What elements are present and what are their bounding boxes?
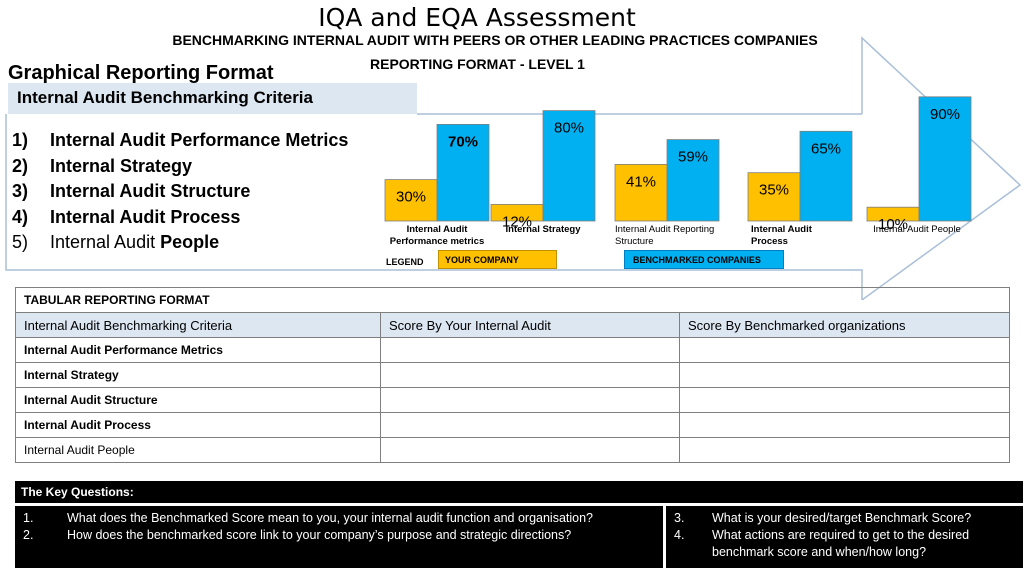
- row-criteria: Internal Audit Process: [15, 412, 381, 438]
- header-your-score: Score By Your Internal Audit: [380, 312, 680, 338]
- table-row: Internal Audit Process: [15, 412, 1010, 438]
- bar-benchmarked-0: [436, 124, 490, 222]
- table-row: Internal Audit People: [15, 437, 1010, 463]
- criteria-item: 4) Internal Audit Process: [12, 206, 241, 227]
- row-criteria: Internal Audit People: [15, 437, 381, 463]
- criteria-item: 3) Internal Audit Structure: [12, 181, 251, 201]
- table-caption: TABULAR REPORTING FORMAT: [15, 287, 1010, 313]
- table-row: Internal Audit Structure: [15, 387, 1010, 413]
- data-label: 41%: [626, 173, 656, 190]
- data-label: 59%: [678, 149, 708, 166]
- tabular-reporting-table: TABULAR REPORTING FORMAT Internal Audit …: [15, 287, 1010, 463]
- key-questions-right: 3. What is your desired/target Benchmark …: [666, 506, 1023, 568]
- data-label: 70%: [448, 133, 478, 150]
- category-label: Internal Audit People: [873, 224, 961, 235]
- table-caption-row: TABULAR REPORTING FORMAT: [15, 287, 1010, 313]
- table-row: Internal Strategy: [15, 362, 1010, 388]
- table-row: Internal Audit Performance Metrics: [15, 337, 1010, 363]
- data-label: 35%: [759, 182, 789, 199]
- row-your-score[interactable]: [380, 337, 680, 363]
- category-label: Internal Strategy: [506, 224, 582, 235]
- bar-your-company-0: [384, 179, 438, 222]
- criteria-item: 5) Internal Audit People: [12, 232, 220, 252]
- category-label: Internal Audit: [751, 224, 813, 235]
- table-header-row: Internal Audit Benchmarking Criteria Sco…: [15, 312, 1010, 338]
- category-label: Process: [751, 236, 788, 247]
- data-label: 65%: [811, 140, 841, 157]
- key-questions-left: 1. What does the Benchmarked Score mean t…: [15, 506, 663, 568]
- row-criteria: Internal Strategy: [15, 362, 381, 388]
- row-bench-score[interactable]: [679, 437, 1010, 463]
- legend-title: LEGEND: [386, 257, 424, 267]
- category-label: Internal Audit Reporting: [615, 224, 714, 235]
- data-label: 10%: [878, 216, 908, 233]
- data-label: 12%: [502, 213, 532, 230]
- row-your-score[interactable]: [380, 412, 680, 438]
- reporting-level: REPORTING FORMAT - LEVEL 1: [370, 56, 585, 72]
- criteria-heading-box: Internal Audit Benchmarking Criteria: [8, 83, 417, 114]
- header-criteria: Internal Audit Benchmarking Criteria: [15, 312, 381, 338]
- bar-benchmarked-3: [799, 130, 853, 222]
- header-benchmark-score: Score By Benchmarked organizations: [679, 312, 1010, 338]
- bar-your-company-2: [614, 164, 668, 222]
- bar-your-company-3: [747, 172, 801, 222]
- row-bench-score[interactable]: [679, 337, 1010, 363]
- legend-your-company: YOUR COMPANY: [438, 250, 557, 269]
- row-bench-score[interactable]: [679, 387, 1010, 413]
- data-label: 30%: [396, 189, 426, 206]
- legend-benchmarked-companies: BENCHMARKED COMPANIES: [624, 250, 784, 269]
- bar-benchmarked-4: [918, 96, 972, 222]
- row-criteria: Internal Audit Performance Metrics: [15, 337, 381, 363]
- category-label: Structure: [615, 236, 654, 247]
- category-label: Performance metrics: [390, 236, 485, 247]
- row-bench-score[interactable]: [679, 362, 1010, 388]
- page-subtitle: BENCHMARKING INTERNAL AUDIT WITH PEERS O…: [172, 32, 818, 48]
- row-your-score[interactable]: [380, 387, 680, 413]
- criteria-item: 1) Internal Audit Performance Metrics: [12, 130, 349, 150]
- row-your-score[interactable]: [380, 362, 680, 388]
- bar-benchmarked-1: [542, 110, 596, 222]
- data-label: 80%: [554, 120, 584, 137]
- row-bench-score[interactable]: [679, 412, 1010, 438]
- key-questions-title: The Key Questions:: [15, 481, 1023, 503]
- data-label: 90%: [930, 106, 960, 123]
- page-title: IQA and EQA Assessment: [318, 3, 636, 32]
- criteria-item: 2) Internal Strategy: [12, 155, 193, 176]
- criteria-heading: Internal Audit Benchmarking Criteria: [17, 88, 313, 107]
- row-criteria: Internal Audit Structure: [15, 387, 381, 413]
- criteria-list: 1) Internal Audit Performance Metrics 2) I…: [12, 130, 348, 258]
- bar-benchmarked-2: [666, 139, 720, 222]
- graphical-format-title: Graphical Reporting Format: [8, 62, 274, 84]
- row-your-score[interactable]: [380, 437, 680, 463]
- category-label: Internal Audit: [407, 224, 469, 235]
